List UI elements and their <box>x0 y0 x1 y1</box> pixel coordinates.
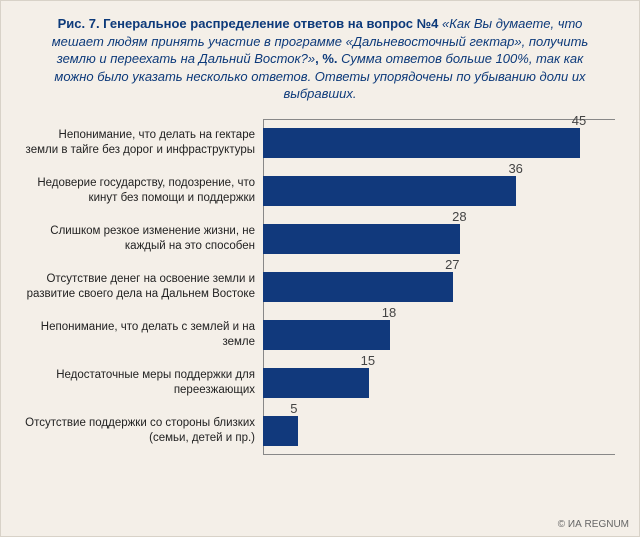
bar <box>263 272 453 302</box>
bar-label: Непонимание, что делать с землей и на зе… <box>25 320 263 349</box>
bar <box>263 224 460 254</box>
bar-value: 45 <box>572 113 586 128</box>
bar-region: 18 <box>263 311 615 359</box>
bar-region: 45 <box>263 119 615 167</box>
bar-label: Слишком резкое изменение жизни, не кажды… <box>25 224 263 253</box>
bar-label: Недостаточные меры поддержки для переезж… <box>25 368 263 397</box>
bar-row: Слишком резкое изменение жизни, не кажды… <box>25 215 615 263</box>
title-prefix: Рис. 7. Генеральное распределение ответо… <box>58 16 442 31</box>
bar-chart: Непонимание, что делать на гектаре земли… <box>25 119 615 455</box>
bar-row: Отсутствие поддержки со стороны близких … <box>25 407 615 455</box>
bar-value: 5 <box>290 401 297 416</box>
chart-title: Рис. 7. Генеральное распределение ответо… <box>1 1 639 111</box>
bar <box>263 128 580 158</box>
bar <box>263 416 298 446</box>
bar-region: 27 <box>263 263 615 311</box>
bar-row: Отсутствие денег на освоение земли и раз… <box>25 263 615 311</box>
credit-text: © ИА REGNUM <box>558 519 629 530</box>
bar-value: 18 <box>382 305 396 320</box>
bar <box>263 176 516 206</box>
bar-row: Непонимание, что делать с землей и на зе… <box>25 311 615 359</box>
bar-row: Недостаточные меры поддержки для переезж… <box>25 359 615 407</box>
bar <box>263 320 390 350</box>
title-percent: , %. <box>315 51 341 66</box>
bar-row: Непонимание, что делать на гектаре земли… <box>25 119 615 167</box>
bar-label: Непонимание, что делать на гектаре земли… <box>25 128 263 157</box>
bar-label: Отсутствие денег на освоение земли и раз… <box>25 272 263 301</box>
bar-region: 5 <box>263 407 615 455</box>
bar-region: 28 <box>263 215 615 263</box>
bar-value: 15 <box>361 353 375 368</box>
bar-region: 15 <box>263 359 615 407</box>
bar <box>263 368 369 398</box>
bar-label: Отсутствие поддержки со стороны близких … <box>25 416 263 445</box>
bar-value: 36 <box>508 161 522 176</box>
bar-region: 36 <box>263 167 615 215</box>
bar-value: 28 <box>452 209 466 224</box>
bar-label: Недоверие государству, подозрение, что к… <box>25 176 263 205</box>
bar-value: 27 <box>445 257 459 272</box>
bar-row: Недоверие государству, подозрение, что к… <box>25 167 615 215</box>
